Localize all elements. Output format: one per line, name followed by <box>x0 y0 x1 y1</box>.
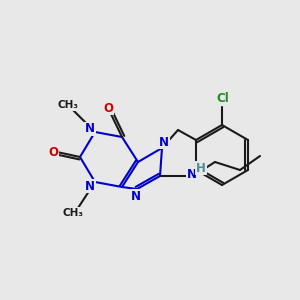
Text: CH₃: CH₃ <box>62 208 83 218</box>
Text: CH₃: CH₃ <box>58 100 79 110</box>
Text: O: O <box>103 101 113 115</box>
Text: N: N <box>85 179 95 193</box>
Text: Cl: Cl <box>217 92 230 106</box>
Text: N: N <box>187 167 197 181</box>
Text: N: N <box>85 122 95 136</box>
Text: O: O <box>48 146 58 158</box>
Text: N: N <box>131 190 141 202</box>
Text: N: N <box>159 136 169 148</box>
Text: H: H <box>196 161 206 175</box>
